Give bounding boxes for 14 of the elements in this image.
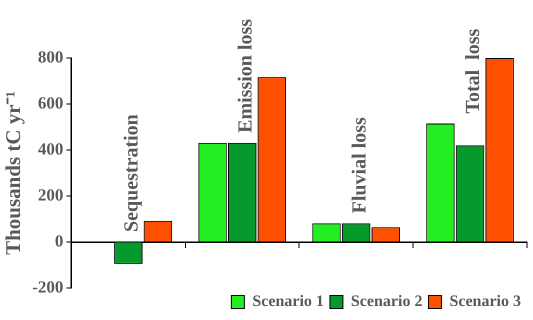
y-tick-label: 600: [38, 93, 64, 112]
y-tick-label: 0: [54, 231, 64, 250]
x-tick-label: Emission loss: [234, 18, 256, 133]
y-tick-label: 400: [38, 139, 64, 158]
legend-label: Scenario 2: [350, 293, 422, 310]
y-tick-label: 800: [38, 47, 64, 66]
x-tick-label: Sequestration: [120, 114, 142, 232]
legend-label: Scenario 3: [449, 293, 521, 310]
x-tick-label: Total loss: [462, 28, 484, 114]
y-axis-title: Thousands tC yr⁻¹: [1, 91, 26, 255]
x-tick-label: Fluvial loss: [348, 117, 370, 214]
y-tick-label: 200: [38, 185, 64, 204]
y-tick-label: -200: [32, 277, 64, 296]
legend-label: Scenario 1: [252, 293, 324, 310]
